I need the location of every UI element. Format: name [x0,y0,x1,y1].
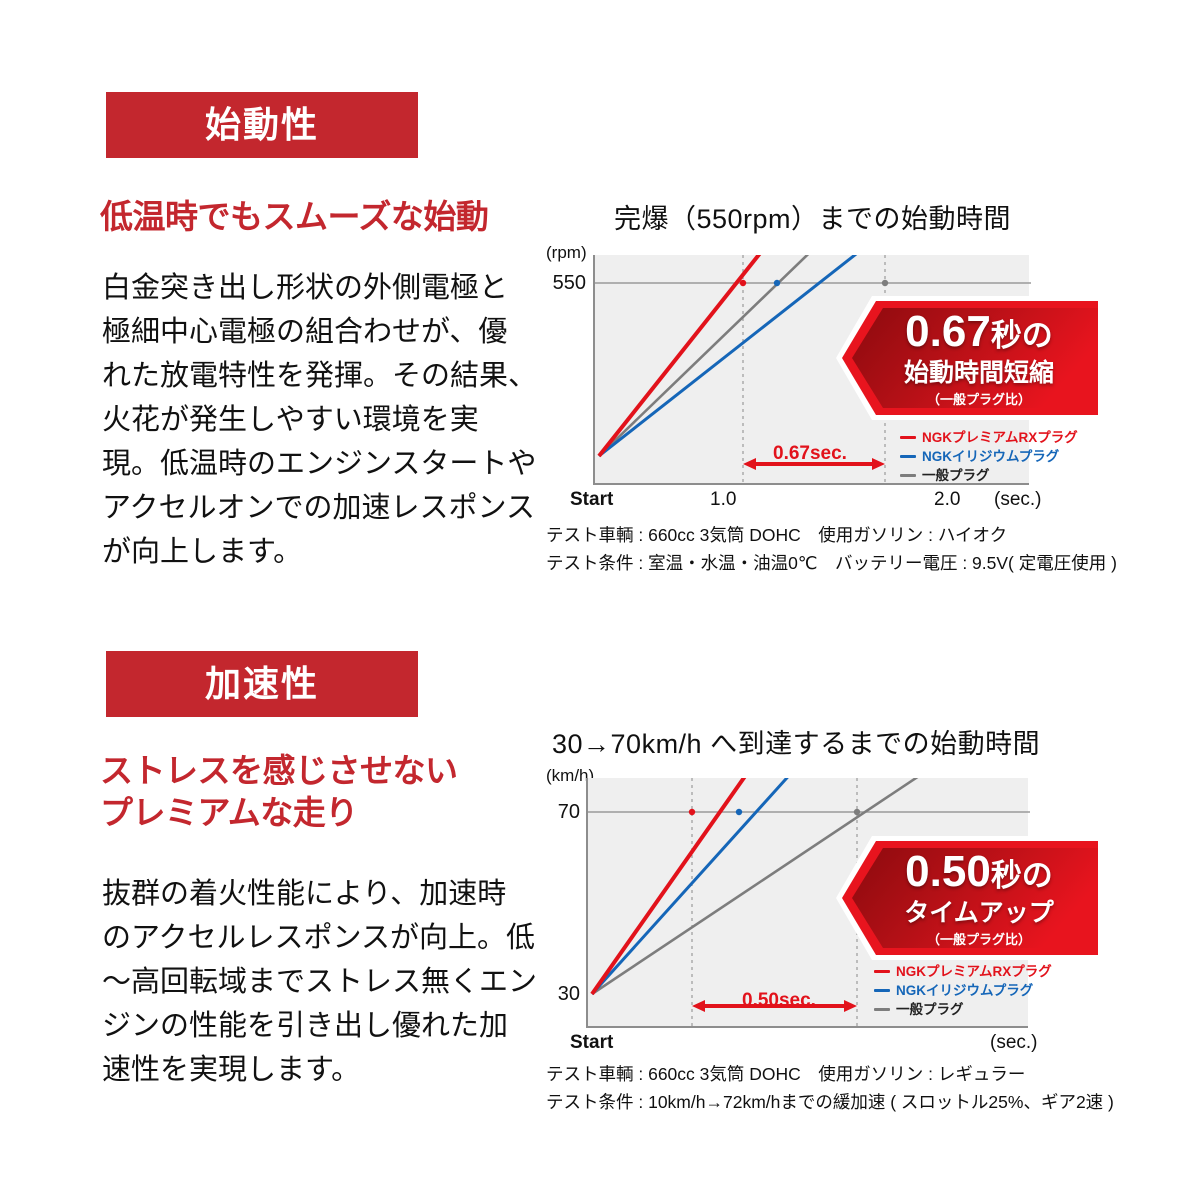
chart-2-legend: NGKプレミアムRXプラグ NGKイリジウムプラグ 一般プラグ [874,962,1052,1019]
chart-1-title: 完爆（550rpm）までの始動時間 [614,204,1012,234]
chart-2-marker-iridium [735,808,743,816]
chart-1-note-conditions: テスト条件 : 室温・水温・油温0℃ バッテリー電圧 : 9.5V( 定電圧使用… [546,553,1117,573]
section-2-body-line-2: のアクセルレスポンスが向上。低 [102,922,535,955]
chart-1-series-iridium [598,255,858,458]
legend-swatch-rx-icon [900,436,916,439]
section-2-body-line-5: 速性を実現します。 [102,1054,361,1087]
section-2-text-column: 加速性 ストレスを感じさせない プレミアムな走り 抜群の着火性能により、加速時 … [0,0,540,1200]
legend-swatch-standard-icon [900,474,916,477]
chart-2-marker-standard [853,808,861,816]
chart-2-highlight-badge: 0.50秒の タイムアップ （一般プラグ比） [836,836,1098,960]
chart-2-note-vehicle: テスト車輌 : 660cc 3気筒 DOHC 使用ガソリン : レギュラー [546,1064,1026,1084]
section-2-band: 加速性 [106,651,418,717]
chart-1-legend-label-standard: 一般プラグ [922,467,990,483]
chart-2-y-tick-30: 30 [557,983,580,1005]
section-2-lead-line-1: ストレスを感じさせない [100,752,458,789]
chart-1-x-tick-2: 2.0 [934,489,961,510]
chart-2-marker-rx [688,808,696,816]
section-1-band-label: 始動性 [204,104,319,145]
chart-2-legend-item-rx: NGKプレミアムRXプラグ [874,962,1052,981]
chart-1-legend-item-iridium: NGKイリジウムプラグ [900,447,1078,466]
section-1-body-line-1: 白金突き出し形状の外側電極と [102,272,509,304]
chart-1-legend-label-iridium: NGKイリジウムプラグ [922,448,1060,464]
section-1-body-copy: 白金突き出し形状の外側電極と 極細中心電極の組合わせが、優 れた放電特性を発揮。… [102,266,542,575]
chart-1-series-rx [597,255,762,458]
chart-2-x-tick-start: Start [570,1032,614,1053]
chart-1-marker-rx [739,279,747,287]
section-1-lead-heading: 低温時でもスムーズな始動 [100,196,550,238]
section-2-body-line-3: ～高回転域までストレス無くエン [102,966,538,999]
chart-1-badge-shape [836,296,1098,420]
section-1-body-line-3: れた放電特性を発揮。その結果、 [102,360,538,393]
chart-2-title: 30→70km/h へ到達するまでの始動時間 [552,729,1041,759]
section-2-body-line-4: ジンの性能を引き出し優れた加 [102,1010,509,1043]
section-2-body-line-1: 抜群の着火性能により、加速時 [102,878,507,910]
chart-1-marker-standard [881,279,889,287]
chart-2-plot-svg [588,778,1030,1028]
chart-2-badge-shape [836,836,1098,960]
chart-2-legend-label-standard: 一般プラグ [896,1001,964,1017]
chart-1-legend: NGKプレミアムRXプラグ NGKイリジウムプラグ 一般プラグ [900,428,1078,485]
chart-1-legend-item-standard: 一般プラグ [900,466,1078,485]
chart-2-x-axis-unit: (sec.) [990,1032,1038,1053]
chart-1-delta-label: 0.67sec. [773,443,847,464]
chart-1-plot-svg [595,255,1031,485]
section-1-body-line-5: 現。低温時のエンジンスタートや [102,448,537,481]
section-1-text-column: 始動性 低温時でもスムーズな始動 白金突き出し形状の外側電極と 極細中心電極の組… [0,0,540,1200]
chart-2-y-tick-70: 70 [557,801,580,823]
chart-2-legend-item-standard: 一般プラグ [874,1000,1052,1019]
chart-1-series-standard [598,255,810,457]
legend-swatch-iridium-icon [874,989,890,992]
section-1-body-line-2: 極細中心電極の組合わせが、優 [102,316,508,349]
legend-swatch-standard-icon [874,1008,890,1011]
chart-1-y-tick-550: 550 [552,272,586,294]
chart-1-y-axis-unit: (rpm) [546,243,587,262]
legend-swatch-rx-icon [874,970,890,973]
chart-1-x-tick-1: 1.0 [710,489,737,510]
chart-1-x-tick-start: Start [570,489,614,510]
chart-2-series-standard [591,778,919,996]
section-2-lead-line-2: プレミアムな走り [100,794,358,832]
chart-1-highlight-badge: 0.67秒の 始動時間短縮 （一般プラグ比） [836,296,1098,420]
chart-2-y-axis-unit: (km/h) [546,766,595,785]
section-1-body-line-7: が向上します。 [102,536,303,569]
chart-2-note-conditions: テスト条件 : 10km/h→72km/hまでの緩加速 ( スロットル25%、ギ… [546,1092,1114,1112]
chart-1-note-vehicle: テスト車輌 : 660cc 3気筒 DOHC 使用ガソリン : ハイオク [546,525,1008,545]
chart-2-delta-label: 0.50sec. [742,990,816,1011]
chart-2-legend-label-iridium: NGKイリジウムプラグ [896,982,1034,998]
chart-1-legend-item-rx: NGKプレミアムRXプラグ [900,428,1078,447]
section-2-band-label: 加速性 [204,663,319,704]
chart-1-marker-iridium [773,279,781,287]
section-1-body-line-6: アクセルオンでの加速レスポンス [102,492,535,525]
chart-1-legend-label-rx: NGKプレミアムRXプラグ [922,429,1078,445]
chart-2-delta-arrow [692,1000,857,1012]
chart-acceleration-time: 30→70km/h へ到達するまでの始動時間 (km/h) 70 30 [0,600,1200,1200]
chart-1-x-axis-unit: (sec.) [994,489,1042,510]
chart-2-legend-item-iridium: NGKイリジウムプラグ [874,981,1052,1000]
section-2-body-copy: 抜群の着火性能により、加速時 のアクセルレスポンスが向上。低 ～高回転域までスト… [102,872,542,1092]
legend-swatch-iridium-icon [900,455,916,458]
section-1-lead-line-1: 低温時でもスムーズな始動 [100,198,489,235]
chart-1-delta-arrow [743,458,885,470]
section-1-body-line-4: 火花が発生しやすい環境を実 [102,404,479,437]
section-1-band: 始動性 [106,92,418,158]
chart-2-legend-label-rx: NGKプレミアムRXプラグ [896,963,1052,979]
chart-2-series-rx [590,778,747,996]
chart-2-series-iridium [590,778,789,996]
section-2-lead-heading: ストレスを感じさせない プレミアムな走り [100,750,550,834]
